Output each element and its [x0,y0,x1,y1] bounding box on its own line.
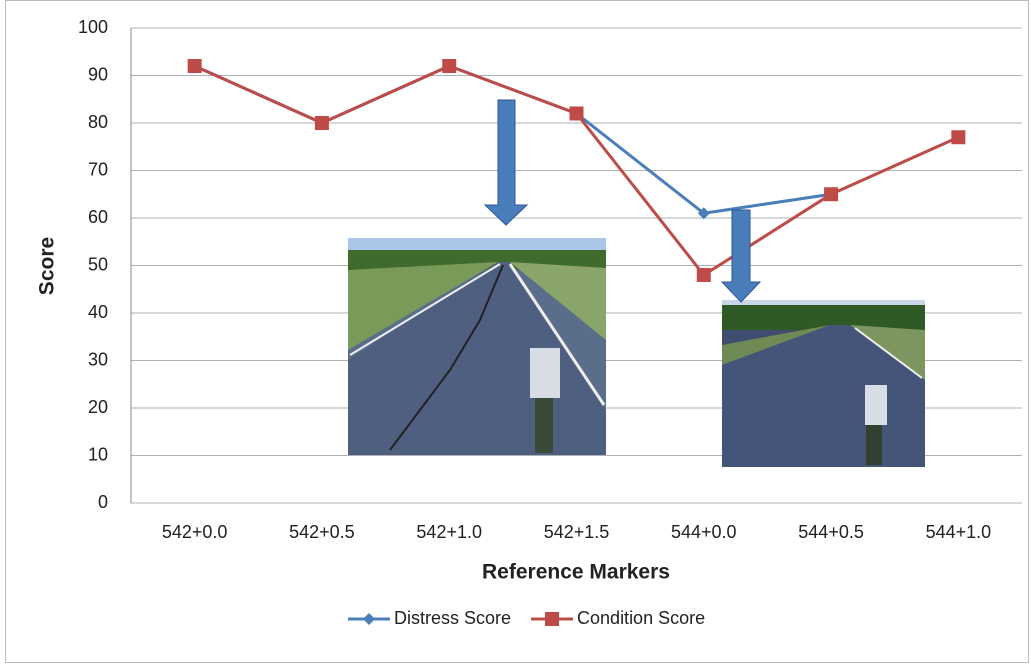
x-tick-label: 544+1.0 [926,522,992,542]
legend-marker [363,613,375,625]
point [824,187,839,202]
y-tick-label: 10 [88,444,108,464]
x-tick-label: 542+1.5 [544,522,610,542]
y-tick-label: 50 [88,254,108,274]
point [442,59,457,73]
photos [348,99,925,467]
road-photo-2 [722,300,925,467]
point [187,59,202,73]
y-tick-label: 90 [88,64,108,84]
point [697,207,710,220]
y-tick-label: 80 [88,112,108,132]
y-tick-label: 30 [88,349,108,369]
arrow [483,99,529,226]
x-tick-label: 542+0.5 [289,522,355,542]
y-tick-label: 20 [88,397,108,417]
y-axis-label: Score [36,237,59,295]
legend-label: Distress Score [394,608,511,628]
y-tick-label: 40 [88,302,108,322]
point [696,268,711,282]
x-tick-label: 542+1.0 [416,522,482,542]
point [569,106,584,121]
y-tick-label: 60 [88,207,108,227]
legend-marker [545,612,560,626]
y-tick-label: 70 [88,159,108,179]
point [314,116,329,130]
x-axis-label: Reference Markers [482,561,670,584]
x-tick-label: 544+0.5 [798,522,864,542]
legend-label: Condition Score [577,608,705,628]
y-tick-label: 0 [98,492,108,512]
series [187,59,966,282]
x-tick-label: 542+0.0 [162,522,228,542]
arrow [720,209,762,303]
x-tick-label: 544+0.0 [671,522,737,542]
point [951,130,966,145]
road-photo-1 [348,238,606,455]
y-tick-label: 100 [78,17,108,37]
